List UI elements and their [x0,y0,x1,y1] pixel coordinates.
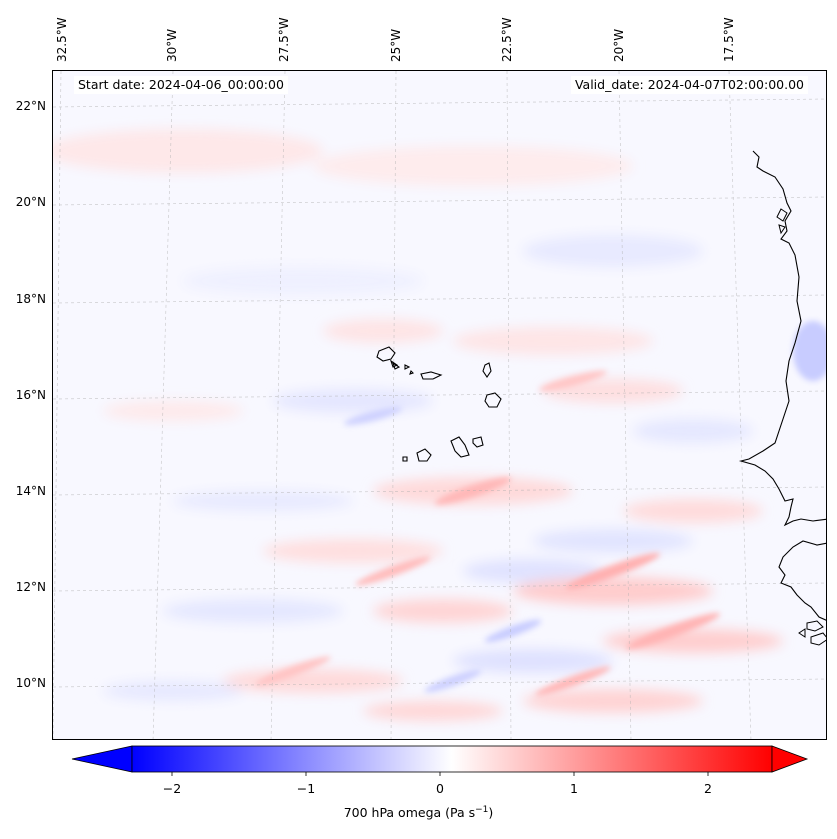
colorbar-ticks [171,772,709,776]
map-panel[interactable] [52,70,827,740]
lon-label: 17.5°W [722,17,736,62]
colorbar-tick-label: 1 [570,781,578,796]
colorbar-label-main: 700 hPa omega (Pa s [343,805,476,821]
lat-label: 22°N [15,99,46,113]
lat-label: 10°N [15,676,46,690]
coastline-africa [738,150,826,527]
colorbar-extend-max [771,745,809,773]
omega-field-map [53,71,826,739]
colorbar-tick-label: 0 [436,781,444,796]
colorbar-label-end: ) [488,805,494,821]
colorbar-label: 700 hPa omega (Pa s−1) [0,805,837,820]
colorbar-tick-label: 2 [704,781,712,796]
coastline-bissau-islands [798,620,826,646]
lon-label: 32.5°W [55,17,69,62]
colorbar-label-unit-exponent: −1 [475,805,489,815]
start-date-label: Start date: 2024-04-06_00:00:00 [74,76,288,94]
coastline-inlet [776,208,788,235]
coastline-africa-south [778,540,826,621]
lat-label: 12°N [15,580,46,594]
cape-verde-islands [376,346,502,462]
colorbar-extend-min [71,745,133,773]
omega-field-detail [255,321,826,696]
colorbar-tick-label: −2 [162,781,182,796]
lat-label: 14°N [15,484,46,498]
lon-label: 20°W [612,28,626,62]
colorbar-tick-label: −1 [296,781,316,796]
lat-label: 18°N [15,292,46,306]
valid-date-label: Valid_date: 2024-04-07T02:00:00.00 [570,76,808,94]
lon-label: 25°W [389,28,403,62]
colorbar-gradient [131,745,773,773]
lon-label: 22.5°W [500,17,514,62]
lat-label: 20°N [15,195,46,209]
lon-label: 30°W [165,28,179,62]
lon-label: 27.5°W [277,17,291,62]
colorbar [71,745,809,776]
graticule [53,71,826,739]
lat-label: 16°N [15,388,46,402]
